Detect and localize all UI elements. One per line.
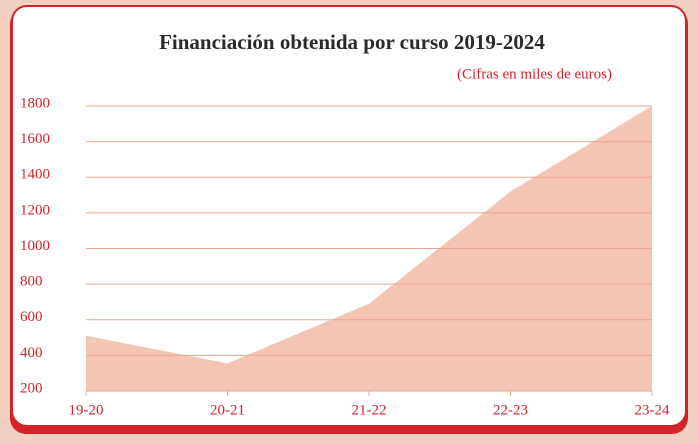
- y-tick-label: 400: [20, 345, 43, 361]
- x-tick-label: 23-24: [635, 402, 670, 418]
- chart-title: Financiación obtenida por curso 2019-202…: [159, 30, 545, 54]
- x-tick-label: 19-20: [69, 402, 104, 418]
- y-tick-label: 1400: [20, 167, 50, 183]
- y-tick-label: 800: [20, 274, 43, 290]
- y-tick-label: 1000: [20, 238, 50, 254]
- x-tick-label: 20-21: [210, 402, 245, 418]
- y-tick-label: 1600: [20, 131, 50, 147]
- x-tick-label: 21-22: [352, 402, 387, 418]
- y-tick-label: 1200: [20, 202, 50, 218]
- y-tick-label: 600: [20, 309, 43, 325]
- x-tick-label: 22-23: [493, 402, 528, 418]
- y-tick-label: 1800: [20, 95, 50, 111]
- y-tick-label: 200: [20, 380, 43, 396]
- chart-subtitle: (Cifras en miles de euros): [457, 66, 612, 82]
